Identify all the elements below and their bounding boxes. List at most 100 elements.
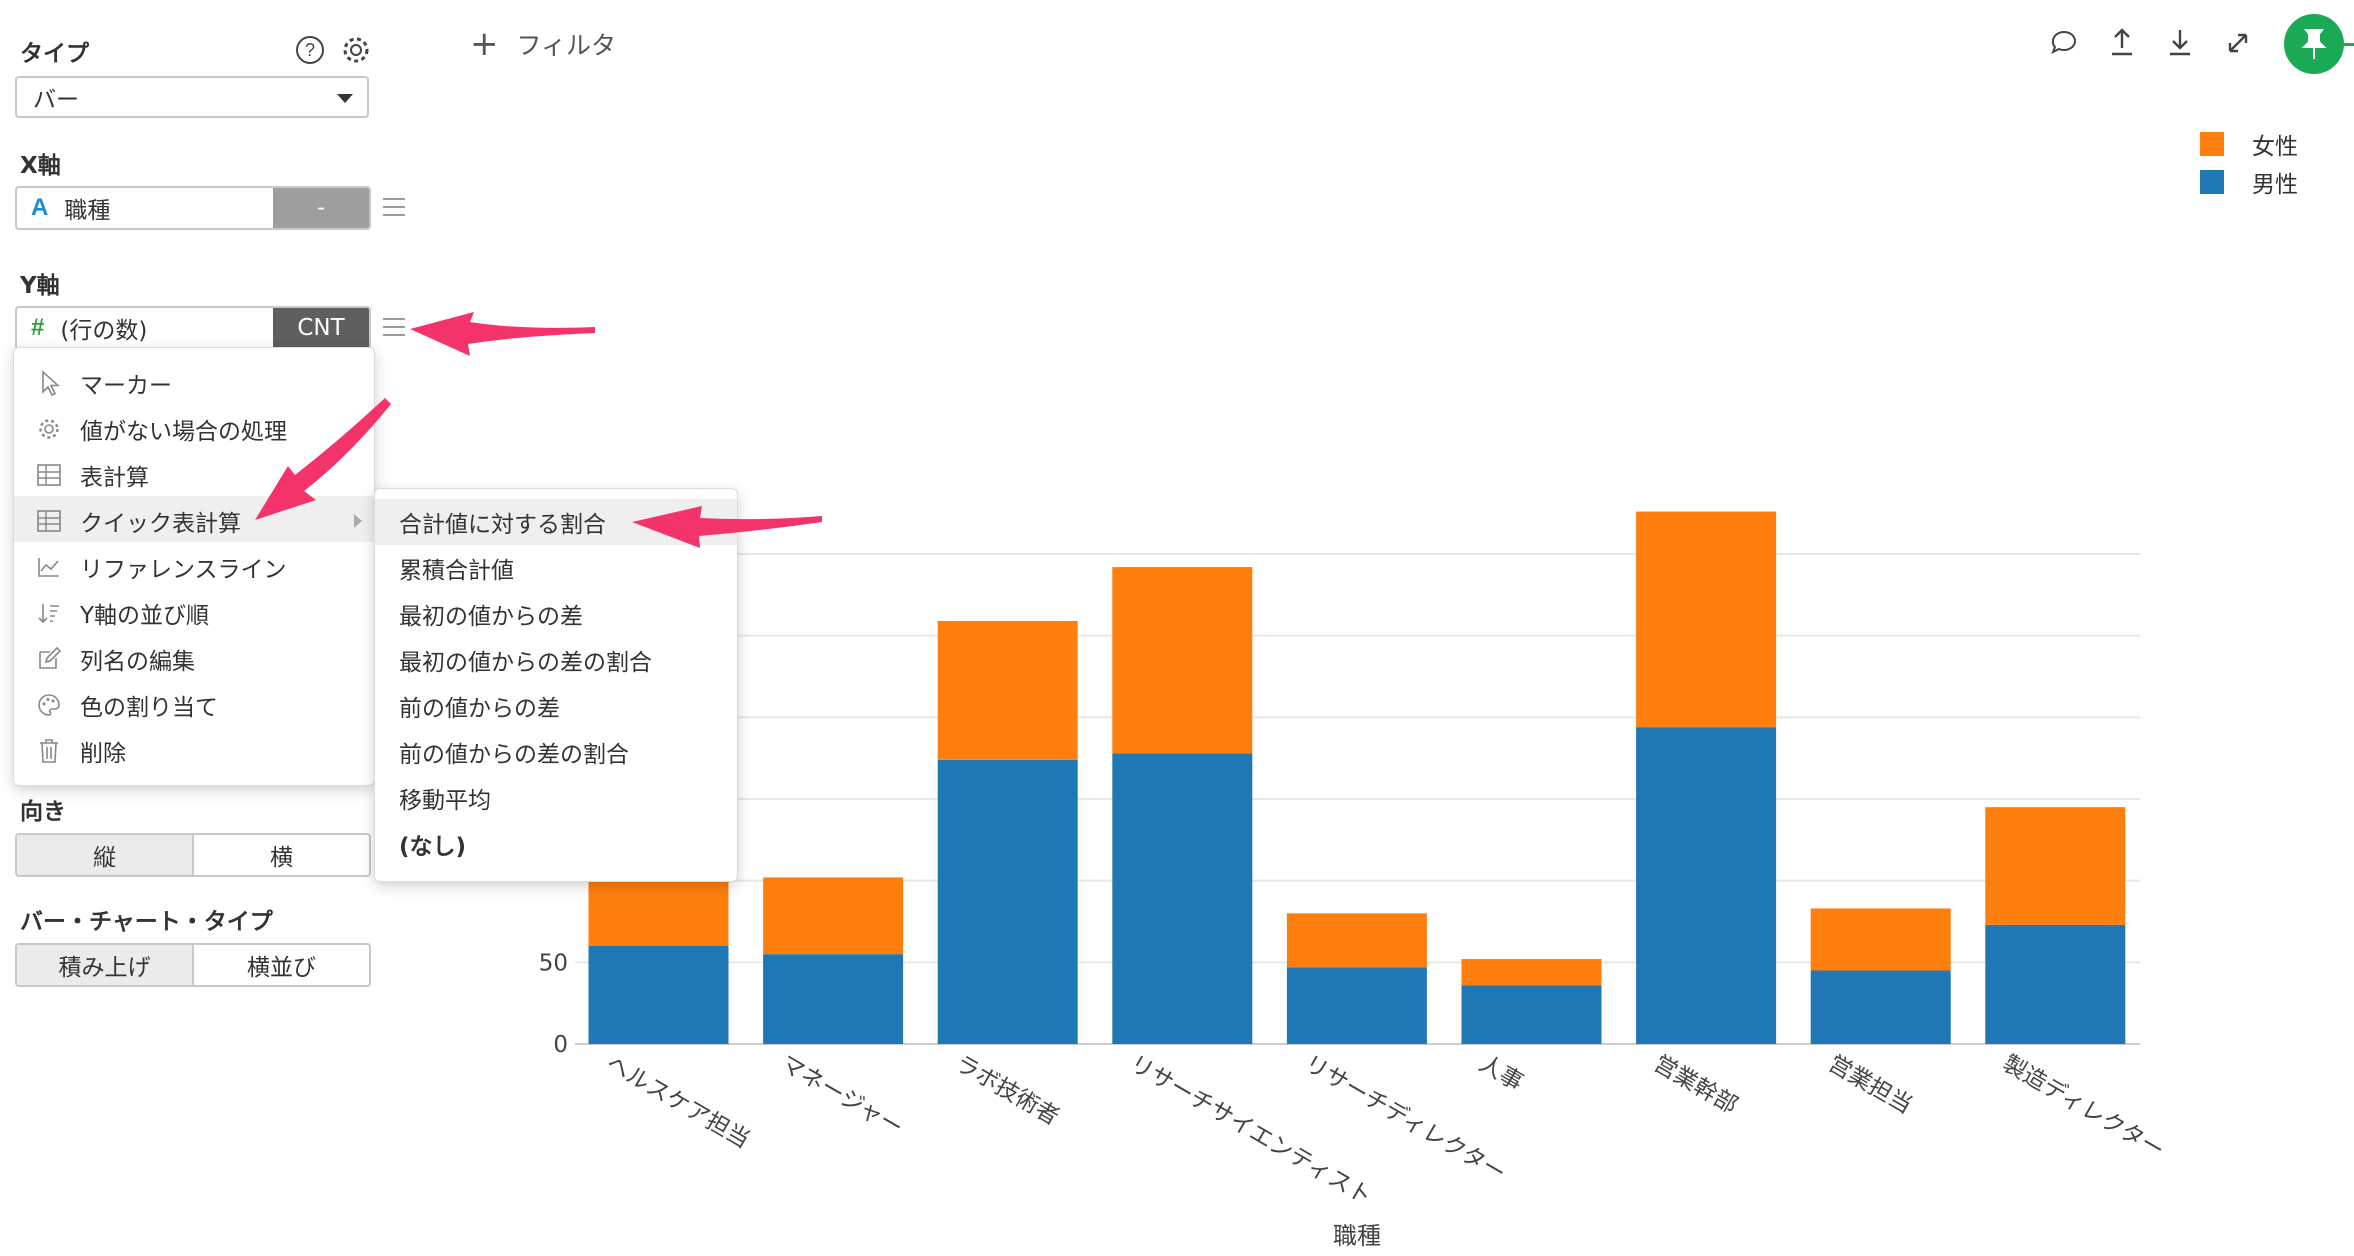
plus-icon: + — [470, 24, 499, 64]
menu-item-label: 削除 — [80, 741, 126, 767]
chart-type-select[interactable]: バー — [15, 76, 369, 118]
svg-text:?: ? — [305, 40, 315, 60]
filter-button[interactable]: + フィルタ — [470, 24, 616, 64]
bar-segment-male — [1112, 753, 1253, 1044]
upload-icon[interactable] — [2104, 25, 2140, 61]
menu-item-quick-table-calc[interactable]: クイック表計算 — [14, 498, 374, 544]
y-axis-field[interactable]: # (行の数) CNT — [15, 306, 371, 350]
edit-icon — [34, 644, 64, 674]
bar-type-stacked-option[interactable]: 積み上げ — [17, 945, 194, 985]
menu-item-label: マーカー — [80, 373, 172, 399]
cursor-icon — [34, 368, 64, 398]
table-icon — [34, 460, 64, 490]
submenu-item-diff-from-previous[interactable]: 前の値からの差 — [399, 696, 560, 722]
help-icon[interactable]: ? — [294, 34, 326, 66]
menu-item-rename-column[interactable]: 列名の編集 — [14, 636, 195, 682]
x-tick-label: マネージャー — [776, 1051, 907, 1142]
submenu-item-percent-of-total[interactable]: 合計値に対する割合 — [399, 512, 606, 538]
menu-item-label: リファレンスライン — [80, 557, 287, 583]
palette-icon — [34, 690, 64, 720]
filter-label: フィルタ — [516, 31, 617, 60]
orientation-vertical-option[interactable]: 縦 — [17, 835, 194, 875]
gear-icon[interactable] — [340, 34, 372, 66]
bar-segment-male — [1810, 970, 1951, 1044]
submenu-item-pct-diff-from-first[interactable]: 最初の値からの差の割合 — [399, 650, 652, 676]
pin-connector — [2342, 43, 2354, 46]
bar-type-side-by-side-option[interactable]: 横並び — [247, 955, 316, 981]
menu-item-y-sort[interactable]: Y軸の並び順 — [14, 590, 209, 636]
y-axis-label: Y軸 — [20, 273, 60, 299]
gear-icon — [34, 414, 64, 444]
bar-segment-male — [937, 759, 1078, 1044]
submenu-item-pct-diff-from-previous[interactable]: 前の値からの差の割合 — [399, 742, 629, 768]
pin-icon — [2301, 29, 2327, 59]
legend-item-male[interactable]: 男性 — [2200, 165, 2298, 199]
menu-item-label: クイック表計算 — [80, 511, 241, 537]
legend-item-female[interactable]: 女性 — [2200, 127, 2298, 161]
menu-item-label: Y軸の並び順 — [80, 603, 210, 629]
x-tick-label: 営業担当 — [1824, 1051, 1917, 1120]
x-tick-label: ラボ技術者 — [951, 1051, 1064, 1131]
bar-type-label: バー・チャート・タイプ — [20, 909, 273, 935]
x-axis-label: X軸 — [20, 153, 61, 179]
menu-item-delete[interactable]: 削除 — [14, 728, 126, 774]
bar-segment-male — [1985, 924, 2126, 1044]
bar-segment-female — [1985, 807, 2126, 925]
x-tick-label: 営業幹部 — [1649, 1051, 1742, 1120]
submenu-item-none[interactable]: (なし) — [399, 834, 467, 860]
menu-item-color-assign[interactable]: 色の割り当て — [14, 682, 218, 728]
submenu-item-moving-average[interactable]: 移動平均 — [399, 788, 491, 814]
menu-item-label: 表計算 — [80, 465, 149, 491]
bar-segment-female — [763, 877, 904, 955]
y-axis-field-name: (行の数) — [60, 318, 148, 344]
y-axis-aggregate-button[interactable]: CNT — [273, 308, 369, 348]
x-axis-menu-icon[interactable] — [383, 198, 405, 216]
bar-segment-female — [1810, 908, 1951, 971]
bar-segment-female — [1112, 567, 1253, 754]
x-tick-label: 人事 — [1475, 1051, 1528, 1097]
bar-segment-female — [937, 620, 1078, 760]
x-tick-label: 製造ディレクター — [1998, 1051, 2168, 1164]
legend-label-male: 男性 — [2252, 172, 2298, 198]
bar-segment-female — [1286, 913, 1427, 968]
x-axis-title: 職種 — [1333, 1222, 1381, 1250]
bar-segment-female — [1636, 511, 1777, 728]
sort-icon — [34, 598, 64, 628]
trash-icon — [34, 736, 64, 766]
pin-button[interactable] — [2284, 14, 2344, 74]
quick-table-calc-submenu: 合計値に対する割合 累積合計値 最初の値からの差 最初の値からの差の割合 前の値… — [374, 488, 738, 882]
legend-swatch-female — [2200, 132, 2224, 156]
comment-icon[interactable] — [2046, 25, 2082, 61]
y-axis-context-menu: マーカー 値がない場合の処理 表計算 クイック表計算 リファレンスライン Y軸の… — [13, 347, 375, 786]
x-axis-field[interactable]: A 職種 - — [15, 186, 371, 230]
bar-segment-male — [763, 954, 904, 1044]
table-icon — [34, 506, 64, 536]
menu-item-label: 列名の編集 — [80, 649, 195, 675]
line-chart-icon — [34, 552, 64, 582]
orientation-horizontal-option[interactable]: 横 — [270, 845, 293, 871]
menu-item-marker[interactable]: マーカー — [14, 360, 172, 406]
orientation-label: 向き — [20, 799, 66, 825]
download-icon[interactable] — [2162, 25, 2198, 61]
y-axis-menu-icon[interactable] — [383, 318, 405, 336]
orientation-toggle: 縦 横 — [15, 833, 371, 877]
y-tick-label: 0 — [553, 1032, 568, 1058]
text-type-icon: A — [31, 194, 49, 221]
menu-item-reference-line[interactable]: リファレンスライン — [14, 544, 287, 590]
bar-segment-male — [588, 946, 729, 1044]
bar-segment-male — [1286, 967, 1427, 1044]
x-tick-label: ヘルスケア担当 — [602, 1051, 754, 1154]
submenu-item-running-total[interactable]: 累積合計値 — [399, 558, 514, 584]
menu-item-table-calc[interactable]: 表計算 — [14, 452, 149, 498]
submenu-item-diff-from-first[interactable]: 最初の値からの差 — [399, 604, 583, 630]
menu-item-label: 値がない場合の処理 — [80, 419, 287, 445]
x-axis-aggregate-button[interactable]: - — [273, 188, 369, 228]
legend-swatch-male — [2200, 170, 2224, 194]
menu-item-missing-values[interactable]: 値がない場合の処理 — [14, 406, 287, 452]
y-tick-label: 50 — [539, 950, 568, 976]
bar-segment-female — [1461, 959, 1602, 986]
bar-segment-male — [1461, 985, 1602, 1044]
chevron-right-icon — [354, 514, 362, 528]
expand-icon[interactable] — [2220, 25, 2256, 61]
